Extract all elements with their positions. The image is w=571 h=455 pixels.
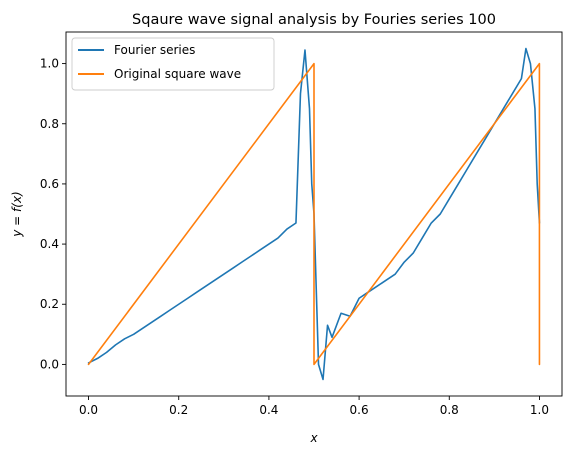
y-tick-label: 0.0 xyxy=(40,357,59,371)
chart-title: Sqaure wave signal analysis by Fouries s… xyxy=(132,12,496,28)
x-tick-label: 0.4 xyxy=(259,403,278,417)
series-layer xyxy=(87,47,541,381)
legend-label-original: Original square wave xyxy=(114,67,241,81)
x-tick-label: 0.2 xyxy=(169,403,188,417)
y-axis-label: y = f(x) xyxy=(10,191,24,237)
x-tick-label: 0.0 xyxy=(79,403,98,417)
y-tick-label: 0.8 xyxy=(40,117,59,131)
x-tick-label: 0.6 xyxy=(350,403,369,417)
series-line-fourier xyxy=(87,47,541,381)
x-tick-label: 0.8 xyxy=(440,403,459,417)
legend-box xyxy=(71,37,275,91)
x-axis-label: x xyxy=(309,431,318,445)
legend-label-fourier: Fourier series xyxy=(114,43,195,57)
y-tick-label: 0.6 xyxy=(40,177,59,191)
y-tick-label: 1.0 xyxy=(40,57,59,71)
plot-frame xyxy=(65,31,563,397)
y-tick-label: 0.2 xyxy=(40,297,59,311)
y-axis: 0.0 0.2 0.4 0.6 0.8 1.0 xyxy=(40,57,66,371)
y-tick-label: 0.4 xyxy=(40,237,59,251)
legend: Fourier series Original square wave xyxy=(71,37,275,91)
series-line-original xyxy=(87,62,541,366)
x-tick-label: 1.0 xyxy=(530,403,549,417)
x-axis: 0.0 0.2 0.4 0.6 0.8 1.0 xyxy=(79,396,549,417)
plot-area xyxy=(65,31,563,397)
